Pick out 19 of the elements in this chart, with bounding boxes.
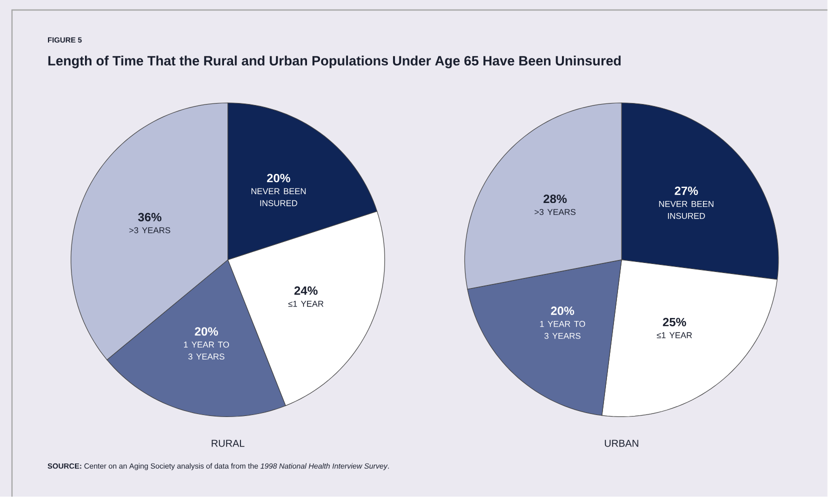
data-label: 27% xyxy=(674,186,698,195)
data-label: 24% xyxy=(294,286,318,295)
data-label: 20% xyxy=(267,174,290,182)
slice-label: >3 YEARS xyxy=(534,208,576,215)
slice-label: ≤1 YEAR xyxy=(288,300,324,307)
slice-label: 1 YEAR TO 3 YEARS xyxy=(184,341,229,360)
data-label: 20% xyxy=(194,327,218,336)
chart-title: Length of Time That the Rural and Urban Populations Under Age 65 Have Been Uninsured xyxy=(48,56,621,68)
slice-label: NEVER BEEN INSURED xyxy=(251,188,306,206)
text: RURAL xyxy=(212,440,244,447)
data-label: 25% xyxy=(662,318,686,326)
slice-label: NEVER BEEN INSURED xyxy=(659,200,714,219)
slice-label: >3 YEARS xyxy=(129,227,170,234)
slice-label: 1 YEAR TO 3 YEARS xyxy=(540,320,586,339)
data-label: 20% xyxy=(550,306,574,315)
slice-label: ≤1 YEAR xyxy=(656,332,692,338)
data-label: 36% xyxy=(138,212,162,222)
text: URBAN xyxy=(604,440,638,447)
data-label: 28% xyxy=(544,194,567,203)
